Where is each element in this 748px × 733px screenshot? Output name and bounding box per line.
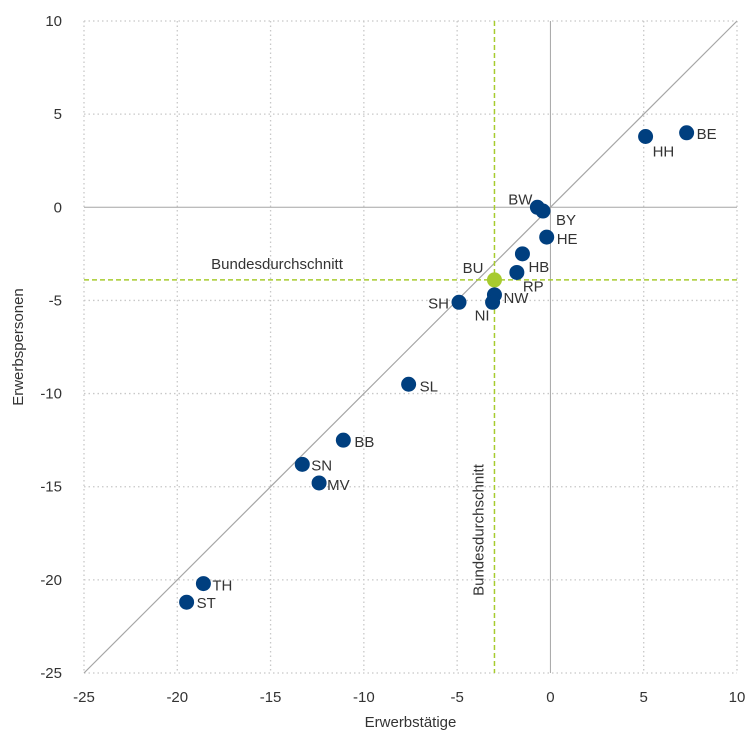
- data-points: [179, 125, 695, 610]
- point-label-bu: BU: [463, 260, 484, 277]
- axis-ticks: -25 -20 -15 -10 -5 0 5 10 -25 -20 -15 -10 -5 0 5 10: [40, 13, 745, 706]
- x-tick-label: -5: [450, 689, 463, 706]
- point-bu: [486, 272, 502, 288]
- point-rp: [509, 264, 525, 280]
- horizontal-reference-label: Bundesdurchschnitt: [211, 256, 344, 273]
- y-tick-label: -25: [40, 665, 62, 682]
- point-label-be: BE: [697, 126, 717, 143]
- y-tick-label: -20: [40, 572, 62, 589]
- x-axis-title: Erwerbstätige: [365, 714, 457, 731]
- x-tick-label: -10: [353, 689, 375, 706]
- point-label-sl: SL: [420, 378, 438, 395]
- y-tick-label: 5: [54, 106, 62, 123]
- point-sn: [294, 456, 310, 472]
- point-hh: [638, 128, 654, 144]
- x-tick-label: 0: [546, 689, 554, 706]
- point-be: [679, 125, 695, 141]
- point-label-by: BY: [556, 212, 576, 229]
- y-tick-label: -10: [40, 386, 62, 403]
- point-st: [179, 594, 195, 610]
- point-label-ni: NI: [475, 307, 490, 324]
- x-tick-label: 5: [640, 689, 648, 706]
- point-th: [195, 576, 211, 592]
- point-label-bb: BB: [354, 434, 374, 451]
- x-tick-label: 10: [729, 689, 746, 706]
- point-label-st: ST: [197, 595, 216, 612]
- point-mv: [311, 475, 327, 491]
- x-tick-label: -25: [73, 689, 95, 706]
- point-label-sn: SN: [311, 457, 332, 474]
- y-tick-label: -15: [40, 479, 62, 496]
- point-label-nw: NW: [503, 290, 529, 307]
- point-hb: [514, 246, 530, 262]
- point-ni: [485, 294, 501, 310]
- point-label-bw: BW: [508, 191, 533, 208]
- point-he: [539, 229, 555, 245]
- x-tick-label: -20: [166, 689, 188, 706]
- point-sh: [451, 294, 467, 310]
- point-sl: [401, 376, 417, 392]
- point-label-th: TH: [212, 578, 232, 595]
- y-axis-title: Erwerbspersonen: [10, 288, 27, 406]
- y-tick-label: 0: [54, 199, 62, 216]
- y-tick-label: 10: [45, 13, 62, 30]
- vertical-reference-label: Bundesdurchschnitt: [470, 463, 487, 596]
- diagonal-line: [83, 20, 738, 674]
- x-tick-label: -15: [260, 689, 282, 706]
- point-label-mv: MV: [327, 477, 350, 494]
- point-label-sh: SH: [428, 295, 449, 312]
- point-label-hh: HH: [653, 143, 675, 160]
- point-label-hb: HB: [528, 259, 549, 276]
- point-label-he: HE: [557, 231, 578, 248]
- point-by: [535, 203, 551, 219]
- point-bb: [335, 432, 351, 448]
- point-label-rp: RP: [523, 278, 544, 295]
- reference-lines: [83, 20, 738, 674]
- y-tick-label: -5: [49, 292, 62, 309]
